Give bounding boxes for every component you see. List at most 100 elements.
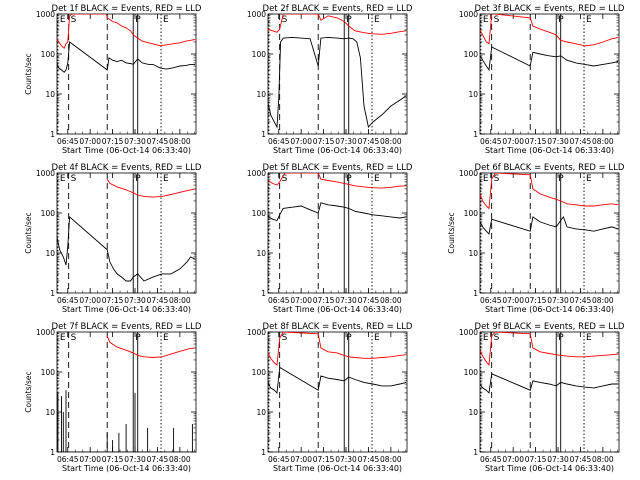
events-series-line — [480, 46, 619, 72]
time-marker-label: E — [60, 15, 66, 25]
x-tick-label: 07:00 — [502, 296, 524, 305]
y-tick-label: 1000 — [36, 10, 55, 19]
time-marker-label: P — [135, 333, 141, 343]
chart-panel-6: Det 6f BLACK = Events, RED = LLD 1 10 100 10… — [447, 163, 625, 314]
x-tick-label: 08:00 — [592, 296, 614, 305]
y-tick-label: 1000 — [247, 10, 266, 19]
y-tick-label: 10 — [468, 249, 478, 258]
chart-panel-4: Det 4f BLACK = Events, RED = LLD 1 10 100 10… — [24, 163, 202, 314]
y-axis-label: Counts/sec — [24, 212, 33, 253]
plot-frame — [56, 172, 197, 294]
lld-series-line — [480, 332, 619, 367]
y-tick-label: 1 — [261, 448, 266, 457]
chart-panel-3: Det 3f BLACK = Events, RED = LLD 1 10 100 10… — [459, 4, 625, 155]
y-tick-label: 100 — [252, 209, 267, 218]
x-axis-label: Start Time (06-Oct-14 06:33:40) — [62, 146, 191, 155]
lld-series-line — [480, 14, 619, 47]
x-tick-label: 07:30 — [124, 455, 146, 464]
y-tick-label: 100 — [252, 368, 267, 377]
x-tick-label: 07:00 — [79, 455, 101, 464]
y-tick-label: 10 — [256, 408, 266, 417]
y-tick-label: 1 — [50, 448, 55, 457]
x-tick-label: 07:45 — [147, 455, 169, 464]
y-tick-label: 1 — [473, 130, 478, 139]
chart-panel-5: Det 5f BLACK = Events, RED = LLD 1 10 100 10… — [247, 163, 413, 314]
chart-title: Det 8f BLACK = Events, RED = LLD — [263, 322, 413, 332]
x-tick-label: 07:30 — [547, 455, 569, 464]
y-tick-label: 100 — [464, 209, 479, 218]
plot-frame — [479, 331, 620, 453]
x-tick-label: 07:15 — [102, 455, 124, 464]
time-marker-label: S — [71, 333, 77, 343]
time-marker-label: P — [346, 15, 352, 25]
time-marker-label: S — [282, 333, 288, 343]
x-tick-label: 07:15 — [102, 137, 124, 146]
x-tick-label: 06:45 — [480, 296, 502, 305]
time-marker-label: E — [374, 174, 380, 184]
chart-title: Det 7f BLACK = Events, RED = LLD — [52, 322, 202, 332]
x-tick-label: 07:45 — [570, 455, 592, 464]
time-marker-label: E — [586, 15, 592, 25]
time-marker-label: P — [135, 15, 141, 25]
x-tick-label: 07:45 — [358, 296, 380, 305]
chart-panel-2: Det 2f BLACK = Events, RED = LLD 1 10 100 10… — [247, 4, 413, 155]
x-tick-label: 07:15 — [313, 296, 335, 305]
time-marker-label: E — [163, 333, 169, 343]
x-tick-label: 06:45 — [57, 296, 79, 305]
x-axis-label: Start Time (06-Oct-14 06:33:40) — [485, 305, 614, 314]
x-axis-label: Start Time (06-Oct-14 06:33:40) — [62, 464, 191, 473]
x-tick-label: 06:45 — [268, 296, 290, 305]
chart-panel-9: Det 9f BLACK = Events, RED = LLD 1 10 100 10… — [459, 322, 625, 473]
events-series-line — [480, 373, 619, 394]
y-tick-label: 1 — [473, 289, 478, 298]
x-tick-label: 07:15 — [525, 455, 547, 464]
x-tick-label: 06:45 — [480, 455, 502, 464]
time-marker-label: P — [346, 174, 352, 184]
x-tick-label: 06:45 — [57, 137, 79, 146]
chart-panel-1: Det 1f BLACK = Events, RED = LLD 1 10 100 10… — [24, 4, 202, 155]
x-tick-label: 07:30 — [124, 137, 146, 146]
y-tick-label: 10 — [256, 249, 266, 258]
time-marker-label: P — [135, 174, 141, 184]
chart-title: Det 9f BLACK = Events, RED = LLD — [475, 322, 625, 332]
chart-title: Det 5f BLACK = Events, RED = LLD — [263, 163, 413, 173]
y-tick-label: 100 — [252, 50, 267, 59]
y-tick-label: 1 — [261, 289, 266, 298]
lld-series-line — [268, 173, 407, 189]
x-tick-label: 08:00 — [380, 455, 402, 464]
chart-title: Det 6f BLACK = Events, RED = LLD — [475, 163, 625, 173]
events-series-line — [480, 215, 619, 235]
y-tick-label: 1000 — [459, 169, 478, 178]
x-tick-label: 07:00 — [290, 296, 312, 305]
x-tick-label: 06:45 — [268, 137, 290, 146]
lld-series-line — [480, 173, 619, 210]
time-marker-label: S — [282, 15, 288, 25]
y-axis-label: Counts/sec — [447, 212, 456, 253]
x-tick-label: 07:30 — [124, 296, 146, 305]
time-marker-label: E — [163, 15, 169, 25]
x-tick-label: 07:15 — [525, 296, 547, 305]
x-tick-label: 07:15 — [313, 455, 335, 464]
time-marker-label: S — [71, 15, 77, 25]
y-tick-label: 1 — [261, 130, 266, 139]
plot-frame — [267, 172, 408, 294]
x-tick-label: 07:45 — [358, 455, 380, 464]
x-tick-label: 07:45 — [358, 137, 380, 146]
x-tick-label: 07:00 — [290, 455, 312, 464]
y-tick-label: 100 — [464, 368, 479, 377]
lld-series-line — [106, 335, 196, 358]
x-tick-label: 07:15 — [313, 137, 335, 146]
x-tick-label: 07:00 — [79, 296, 101, 305]
y-tick-label: 10 — [468, 90, 478, 99]
y-tick-label: 1 — [50, 289, 55, 298]
y-tick-label: 1000 — [459, 328, 478, 337]
x-axis-label: Start Time (06-Oct-14 06:33:40) — [273, 305, 402, 314]
time-marker-label: E — [374, 333, 380, 343]
chart-panel-7: Det 7f BLACK = Events, RED = LLD 1 10 100 10… — [24, 322, 202, 473]
plot-frame — [479, 172, 620, 294]
x-tick-label: 07:15 — [102, 296, 124, 305]
x-tick-label: 06:45 — [57, 455, 79, 464]
time-marker-label: P — [346, 333, 352, 343]
lld-series-line — [268, 332, 407, 366]
